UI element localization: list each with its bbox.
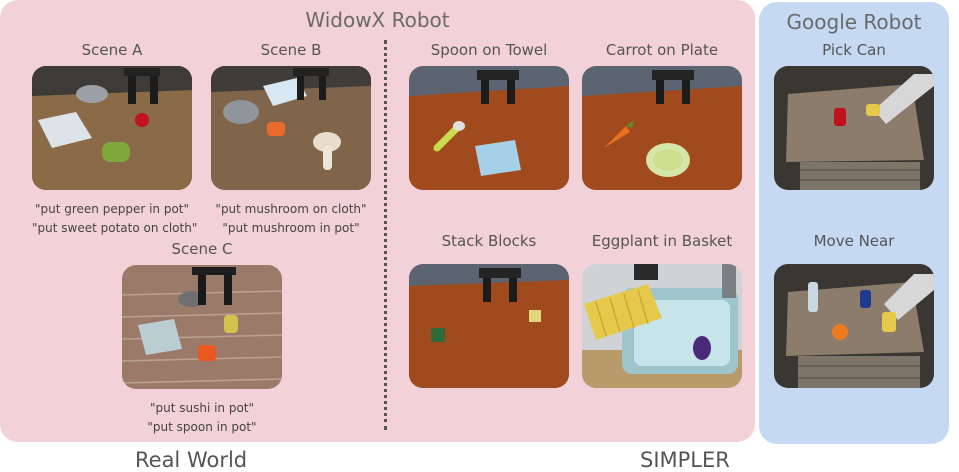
scene-c-caption-2: "put spoon in pot": [147, 420, 257, 434]
scene-c-caption-1: "put sushi in pot": [149, 401, 255, 415]
widowx-title: WidowX Robot: [305, 8, 450, 32]
task-pick-image: [774, 66, 934, 190]
section-divider: [384, 40, 387, 430]
task-carrot-label: Carrot on Plate: [605, 41, 719, 59]
task-spoon-image: [409, 66, 569, 190]
scene-b-caption-2: "put mushroom in pot": [222, 221, 360, 235]
scene-b-label: Scene B: [260, 41, 322, 59]
task-move-image: [774, 264, 934, 388]
task-stack-image: [409, 264, 569, 388]
scene-b-caption-1: "put mushroom on cloth": [215, 202, 367, 216]
task-spoon-label: Spoon on Towel: [430, 41, 548, 59]
task-carrot-image: [582, 66, 742, 190]
scene-a-label: Scene A: [81, 41, 143, 59]
task-pick-label: Pick Can: [822, 41, 886, 59]
scene-a-caption-2: "put sweet potato on cloth": [32, 221, 198, 235]
real-world-label: Real World: [135, 448, 248, 472]
scene-a-image: [32, 66, 192, 190]
scene-c-label: Scene C: [171, 240, 233, 258]
google-title: Google Robot: [786, 10, 922, 34]
scene-a-caption-1: "put green pepper in pot": [34, 202, 190, 216]
task-eggplant-image: [582, 264, 742, 388]
task-move-label: Move Near: [813, 232, 895, 250]
scene-b-image: [211, 66, 371, 190]
simpler-label: SIMPLER: [640, 448, 730, 472]
task-eggplant-label: Eggplant in Basket: [591, 232, 733, 250]
scene-c-image: [122, 265, 282, 389]
task-stack-label: Stack Blocks: [441, 232, 537, 250]
